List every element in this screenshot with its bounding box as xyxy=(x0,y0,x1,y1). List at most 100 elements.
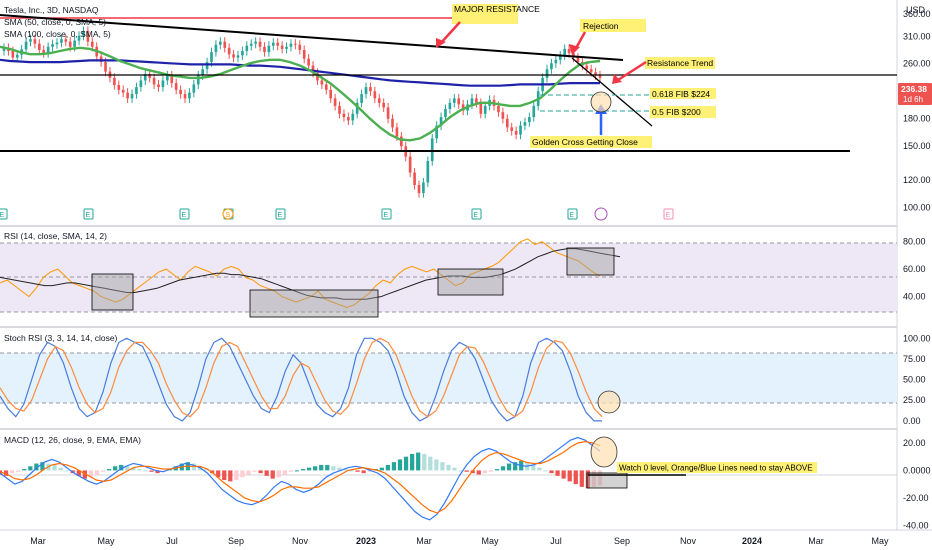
macd-histogram-bar[interactable] xyxy=(58,467,63,471)
macd-histogram-bar[interactable] xyxy=(488,470,494,472)
rsi-line[interactable] xyxy=(0,238,601,309)
macd-histogram-bar[interactable] xyxy=(203,469,209,471)
macd-histogram-bar[interactable] xyxy=(137,469,142,471)
macd-histogram-bar[interactable] xyxy=(94,470,100,475)
macd-histogram-bar[interactable] xyxy=(446,464,451,471)
macd-histogram-bar[interactable] xyxy=(246,470,251,475)
macd-histogram-bar[interactable] xyxy=(10,470,15,474)
downtrend-line[interactable] xyxy=(0,14,624,61)
macd-histogram-bar[interactable] xyxy=(500,466,506,471)
candle-body[interactable] xyxy=(46,46,50,54)
candle-body[interactable] xyxy=(166,75,169,81)
macd-histogram-bar[interactable] xyxy=(106,469,112,471)
macd-histogram-bar[interactable] xyxy=(440,462,445,471)
macd-histogram-bar[interactable] xyxy=(22,469,27,471)
macd-histogram-bar[interactable] xyxy=(416,452,421,471)
macd-histogram-bar[interactable] xyxy=(331,466,336,471)
candle-body[interactable] xyxy=(373,91,377,99)
earnings-marker[interactable]: E xyxy=(663,208,674,220)
rsi-highlight-box[interactable] xyxy=(437,268,504,296)
golden-cross-circle[interactable] xyxy=(590,91,612,113)
sma50-line[interactable] xyxy=(0,45,601,142)
macd-histogram-bar[interactable] xyxy=(591,470,597,487)
candle-body[interactable] xyxy=(333,98,337,106)
macd-histogram-bar[interactable] xyxy=(410,453,415,471)
macd-histogram-bar[interactable] xyxy=(391,462,397,471)
macd-histogram-bar[interactable] xyxy=(385,464,390,471)
macd-histogram-bar[interactable] xyxy=(264,470,269,476)
candle-body[interactable] xyxy=(413,172,416,186)
candle-body[interactable] xyxy=(214,44,218,53)
macd-histogram-bar[interactable] xyxy=(349,470,354,472)
stoch-circle[interactable] xyxy=(597,390,621,414)
candle-body[interactable] xyxy=(143,74,147,81)
candle-body[interactable] xyxy=(532,105,536,118)
dividend-marker[interactable]: S xyxy=(222,208,234,220)
macd-highlight-box[interactable] xyxy=(586,472,628,489)
candle-body[interactable] xyxy=(249,43,253,46)
earnings-marker[interactable]: E xyxy=(275,208,286,220)
candle-body[interactable] xyxy=(51,44,54,47)
macd-histogram-bar[interactable] xyxy=(222,470,227,480)
macd-histogram-bar[interactable] xyxy=(325,464,330,471)
candle-body[interactable] xyxy=(219,41,222,45)
macd-legend[interactable]: MACD (12, 26, close, 9, EMA, EMA) xyxy=(4,435,141,445)
candle-body[interactable] xyxy=(188,92,191,99)
candle-body[interactable] xyxy=(196,75,200,85)
stoch-legend[interactable]: Stoch RSI (3, 3, 14, 14, close) xyxy=(4,333,118,343)
candle-body[interactable] xyxy=(510,127,514,131)
candle-body[interactable] xyxy=(594,72,597,76)
macd-histogram-bar[interactable] xyxy=(543,470,548,472)
macd-histogram-bar[interactable] xyxy=(434,459,439,471)
macd-histogram-bar[interactable] xyxy=(313,466,318,471)
candle-body[interactable] xyxy=(360,94,363,103)
sma50-legend[interactable]: SMA (50, close, 0, SMA, 5) xyxy=(4,17,106,27)
candle-body[interactable] xyxy=(523,122,527,126)
candle-body[interactable] xyxy=(369,87,372,92)
candle-body[interactable] xyxy=(2,47,6,51)
candle-body[interactable] xyxy=(324,84,328,90)
candle-body[interactable] xyxy=(505,118,509,128)
golden-cross-box[interactable] xyxy=(530,136,652,148)
candle-body[interactable] xyxy=(285,46,288,49)
candle-body[interactable] xyxy=(572,53,575,58)
macd-histogram-bar[interactable] xyxy=(300,469,306,471)
candle-body[interactable] xyxy=(386,107,390,119)
macd-histogram-bar[interactable] xyxy=(100,470,106,472)
candle-body[interactable] xyxy=(289,43,293,47)
candle-body[interactable] xyxy=(355,102,359,114)
macd-histogram-bar[interactable] xyxy=(422,453,427,471)
candle-body[interactable] xyxy=(567,48,571,54)
candle-body[interactable] xyxy=(33,39,37,44)
macd-histogram-bar[interactable] xyxy=(561,470,566,479)
macd-histogram-bar[interactable] xyxy=(125,466,130,471)
candle-body[interactable] xyxy=(554,59,558,64)
candle-body[interactable] xyxy=(86,30,90,42)
macd-histogram-bar[interactable] xyxy=(228,470,233,482)
candle-body[interactable] xyxy=(135,87,138,95)
candle-body[interactable] xyxy=(42,49,46,54)
candle-body[interactable] xyxy=(24,41,28,50)
macd-histogram-bar[interactable] xyxy=(597,470,603,486)
macd-note-box[interactable] xyxy=(617,462,817,473)
candle-body[interactable] xyxy=(170,75,174,84)
macd-histogram-bar[interactable] xyxy=(149,470,154,472)
candle-body[interactable] xyxy=(497,105,500,113)
candle-body[interactable] xyxy=(113,77,116,86)
macd-histogram-bar[interactable] xyxy=(452,467,457,471)
macd-histogram-bar[interactable] xyxy=(537,467,542,471)
candle-body[interactable] xyxy=(448,102,452,109)
macd-histogram-bar[interactable] xyxy=(113,466,118,471)
candle-body[interactable] xyxy=(408,156,412,173)
candle-body[interactable] xyxy=(263,46,266,53)
candle-body[interactable] xyxy=(232,54,235,58)
macd-histogram-bar[interactable] xyxy=(513,462,518,471)
earnings-marker[interactable]: E xyxy=(0,208,8,220)
major-resistance-box[interactable] xyxy=(452,4,518,24)
macd-histogram-bar[interactable] xyxy=(40,462,45,471)
macd-histogram-bar[interactable] xyxy=(585,470,590,489)
rsi-highlight-box[interactable] xyxy=(91,273,134,311)
candle-body[interactable] xyxy=(60,39,63,43)
rsi-ma-line[interactable] xyxy=(0,248,621,300)
